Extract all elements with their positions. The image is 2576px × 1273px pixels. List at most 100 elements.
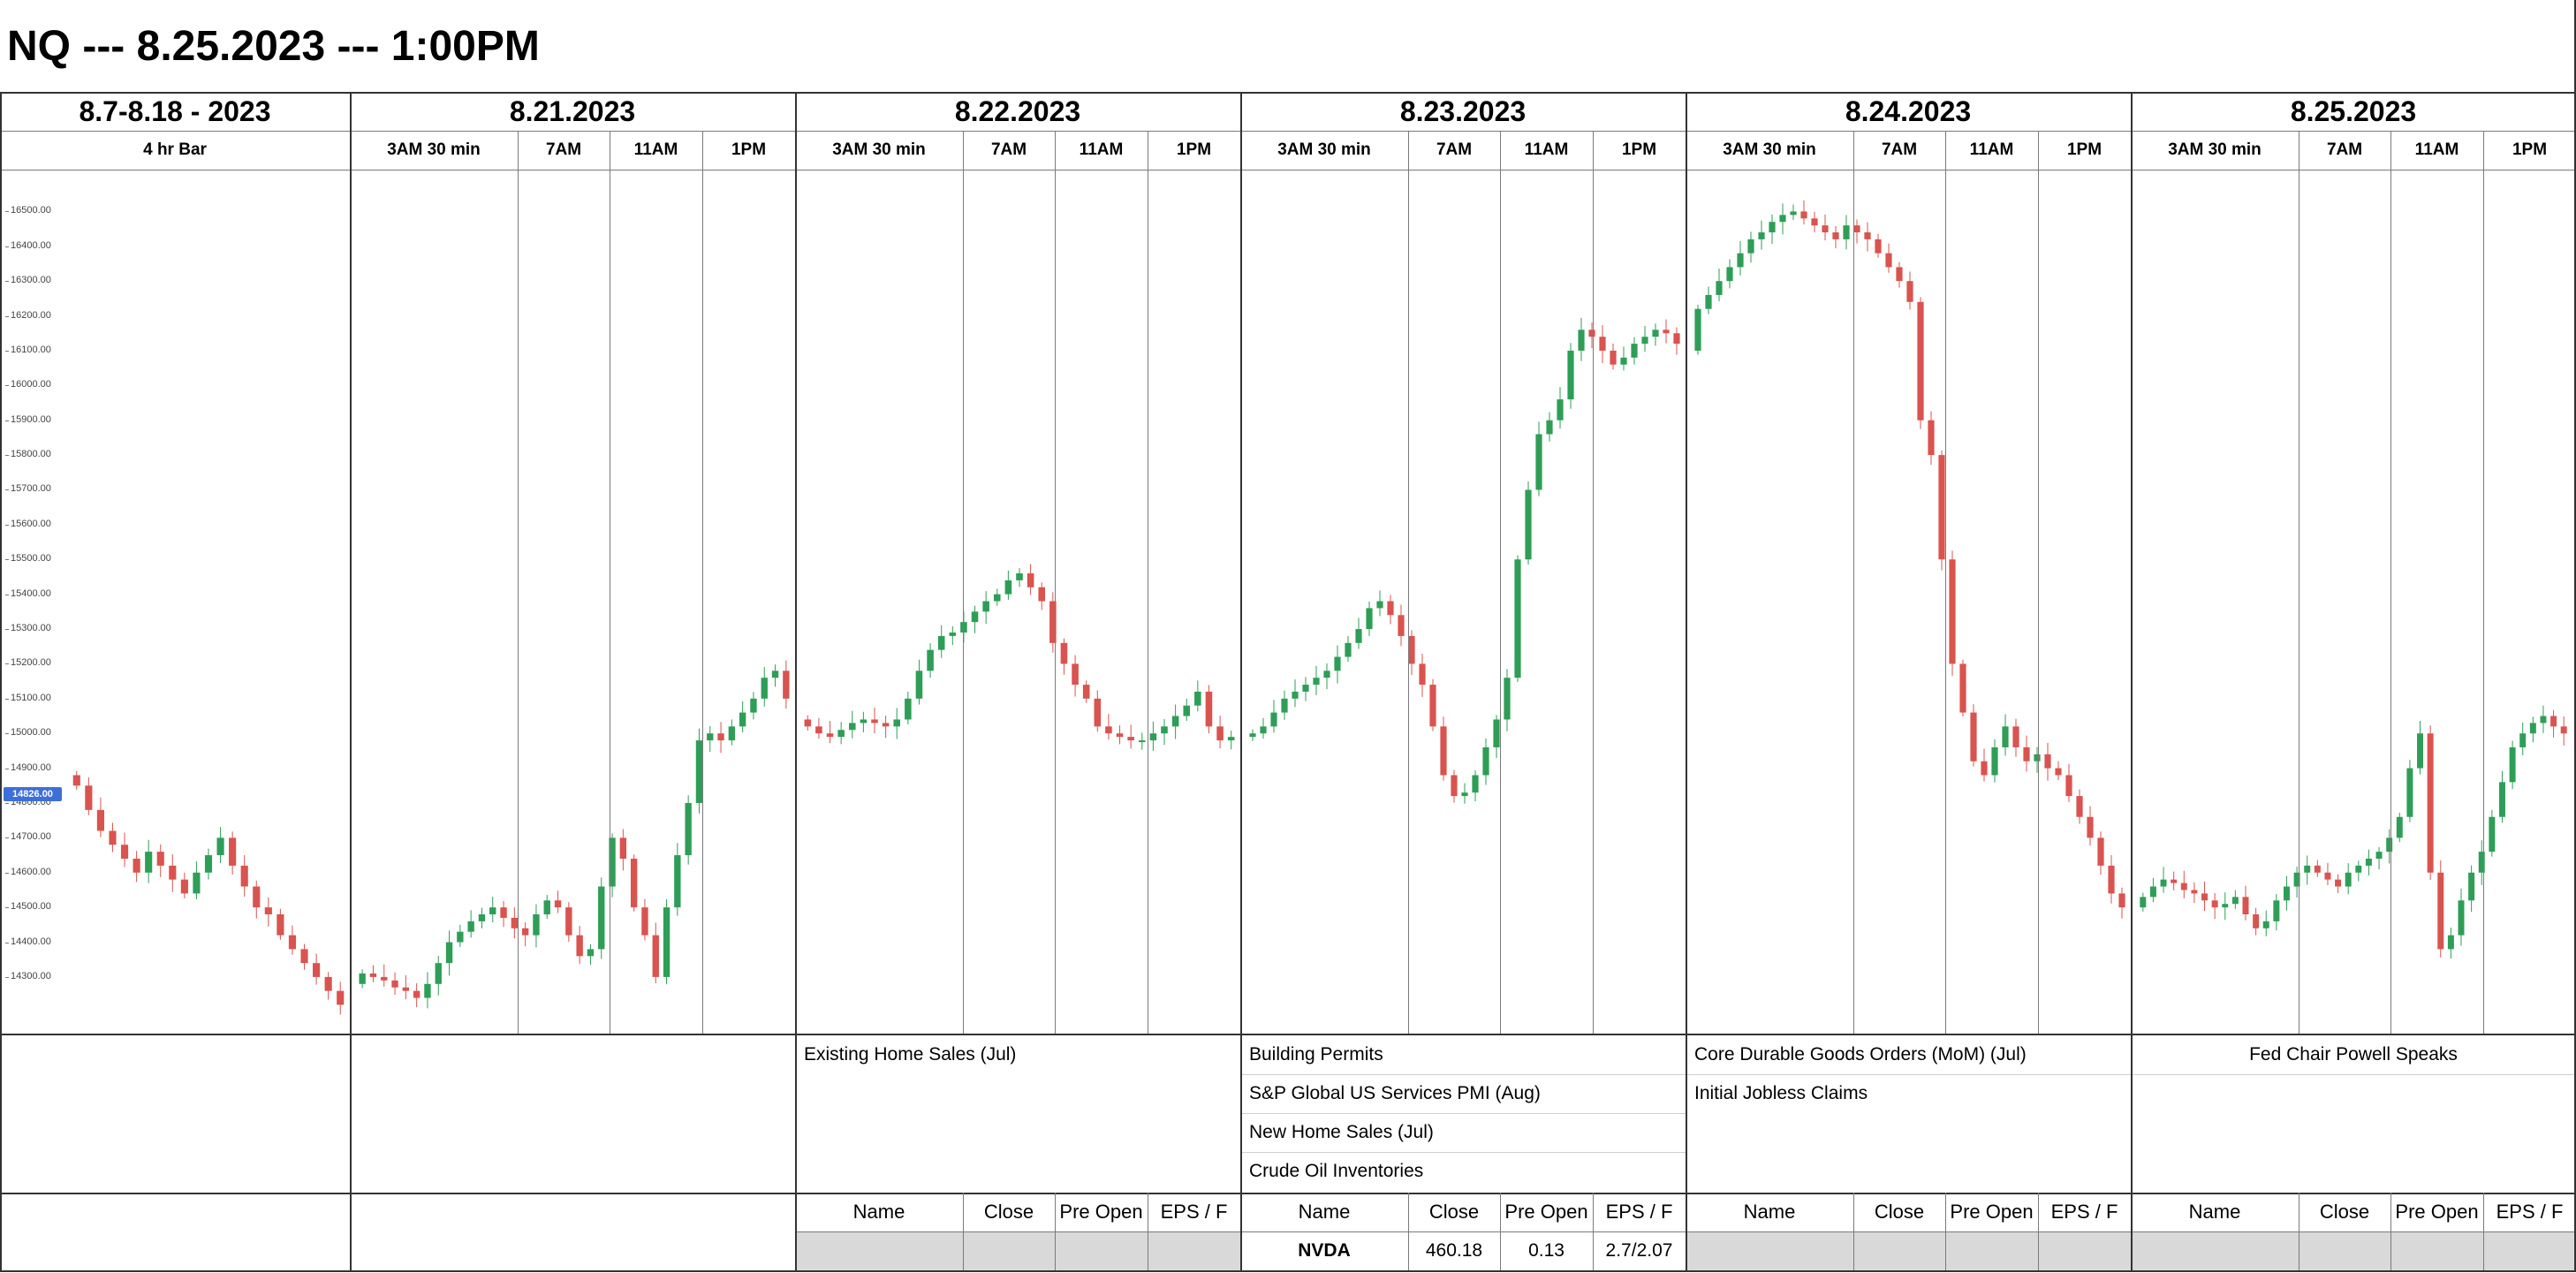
candle-up <box>1652 330 1659 337</box>
candle-down <box>156 852 164 866</box>
candle-down <box>1906 281 1913 302</box>
candle-up <box>1546 420 1553 435</box>
candle-up <box>424 983 431 998</box>
candle-up <box>467 921 474 932</box>
sub-header-1pm: 1PM <box>1176 140 1212 159</box>
candle-up <box>1716 281 1723 295</box>
candle-down <box>169 865 177 880</box>
candle-up <box>1991 746 1998 776</box>
candle-down <box>85 785 93 810</box>
candle-up <box>2468 872 2475 901</box>
candle-down <box>783 671 790 699</box>
day-header-0: 8.7-8.18 - 2023 <box>79 95 271 127</box>
earnings-header-close: Close <box>2319 1201 2370 1223</box>
earnings-row-empty <box>795 1231 1240 1270</box>
candle-up <box>1323 671 1330 678</box>
earnings-header-close: Close <box>1874 1201 1925 1223</box>
candle-up <box>1281 698 1288 713</box>
price-tick-mark <box>5 698 9 700</box>
earnings-header-eps: EPS / F <box>2496 1201 2564 1223</box>
event-powell-speaks: Fed Chair Powell Speaks <box>2249 1044 2458 1065</box>
price-tick-mark <box>5 559 9 561</box>
earnings-header-name: Name <box>1743 1201 1796 1223</box>
candle-up <box>587 949 595 957</box>
candle-up <box>2273 900 2280 921</box>
sub-header-3am: 3AM 30 min <box>832 140 926 159</box>
page-title: NQ --- 8.25.2023 --- 1:00PM <box>7 22 540 70</box>
candle-up <box>2355 865 2362 873</box>
sub-header-3am: 3AM 30 min <box>387 140 481 159</box>
candle-up <box>2447 935 2454 950</box>
candle-up <box>1138 740 1146 743</box>
grid-line <box>0 131 2576 132</box>
candle-down <box>1599 337 1606 351</box>
candle-up <box>2262 921 2269 928</box>
sub-header-4hr-bar: 4 hr Bar <box>143 140 207 159</box>
event-core-durable-goods: Core Durable Goods Orders (MoM) (Jul) <box>1694 1044 2027 1065</box>
candle-up <box>1260 726 1267 734</box>
price-tick-mark <box>5 629 9 631</box>
price-tick-label: 16400.00 <box>11 239 51 251</box>
candle-down <box>1853 225 1860 233</box>
candle-up <box>1694 308 1701 351</box>
grid-line <box>2574 0 2576 1270</box>
candle-down <box>133 859 140 873</box>
grid-line <box>2390 131 2391 1034</box>
candle-down <box>96 809 104 831</box>
price-tick-label: 15900.00 <box>11 413 51 425</box>
candle-up <box>1313 678 1320 686</box>
candle-up <box>761 678 768 699</box>
sub-header-3am: 3AM 30 min <box>1277 140 1371 159</box>
candle-down <box>2097 837 2104 866</box>
price-tick-label: 14600.00 <box>11 866 51 877</box>
grid-line <box>1055 131 1056 1034</box>
candle-up <box>1482 746 1489 776</box>
candle-down <box>1451 775 1458 797</box>
candle-down <box>804 719 812 727</box>
sub-header-11am: 11AM <box>1969 140 2014 159</box>
candle-down <box>619 837 627 859</box>
candle-up <box>893 719 901 727</box>
candle-down <box>1094 698 1102 727</box>
candle-down <box>2324 872 2331 880</box>
candle-down <box>229 837 237 866</box>
sub-header-3am: 3AM 30 min <box>1723 140 1816 159</box>
candle-up <box>927 649 934 671</box>
candle-down <box>2023 746 2030 762</box>
candle-down <box>2437 872 2444 950</box>
grid-line <box>1055 1193 1056 1270</box>
candle-up <box>1004 580 1012 595</box>
candle-down <box>1822 225 1829 233</box>
candle-down <box>1811 218 1818 226</box>
grid-line <box>1240 92 1242 1270</box>
candle-up <box>2458 900 2465 936</box>
candle-up <box>2140 897 2147 908</box>
grid-line <box>2131 92 2133 1270</box>
candle-down <box>2201 893 2209 901</box>
grid-line <box>2483 131 2484 1034</box>
price-tick-mark <box>5 281 9 283</box>
candle-down <box>1205 691 1213 727</box>
candle-down <box>391 980 398 988</box>
price-tick-label: 15000.00 <box>11 727 51 739</box>
candle-down <box>1116 733 1124 738</box>
sub-header-7am: 7AM <box>545 140 582 159</box>
candle-up <box>216 837 224 856</box>
candle-down <box>413 990 420 998</box>
sub-header-7am: 7AM <box>990 140 1027 159</box>
candle-down <box>641 907 648 936</box>
candle-down <box>1049 601 1057 643</box>
sub-header-1pm: 1PM <box>2066 140 2102 159</box>
sub-header-7am: 7AM <box>1436 140 1473 159</box>
candle-up <box>1578 330 1585 351</box>
grid-line <box>1945 131 1946 1034</box>
candle-down <box>1832 232 1839 239</box>
event-building-permits: Building Permits <box>1249 1044 1383 1065</box>
candle-down <box>2108 865 2115 894</box>
candle-up <box>2365 859 2372 866</box>
sub-header-11am: 11AM <box>633 140 678 159</box>
price-tick-mark <box>5 211 9 213</box>
candle-up <box>1737 253 1744 268</box>
candle-down <box>109 830 117 845</box>
price-tick-mark <box>5 663 9 665</box>
